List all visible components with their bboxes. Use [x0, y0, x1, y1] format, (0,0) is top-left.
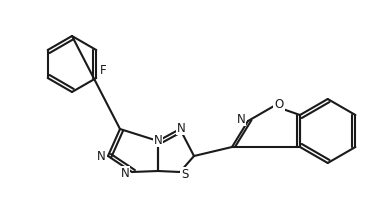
Text: F: F	[100, 64, 107, 77]
Text: N: N	[237, 113, 245, 126]
Text: N: N	[177, 122, 185, 135]
Text: O: O	[274, 98, 284, 111]
Text: N: N	[97, 150, 106, 163]
Text: S: S	[181, 168, 189, 181]
Text: N: N	[154, 134, 162, 147]
Text: N: N	[121, 167, 129, 180]
